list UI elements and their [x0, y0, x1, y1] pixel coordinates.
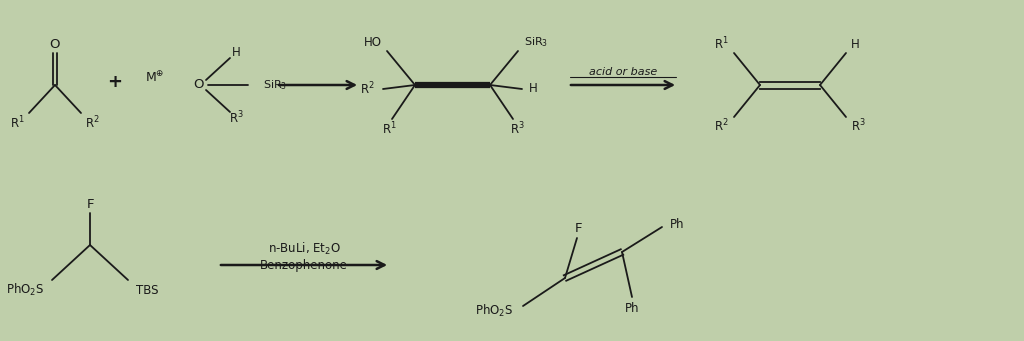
Text: R$^2$: R$^2$	[360, 81, 375, 97]
Text: R$^1$: R$^1$	[382, 121, 396, 137]
Text: H: H	[851, 38, 860, 50]
Text: F: F	[86, 197, 94, 210]
Text: R$^3$: R$^3$	[851, 118, 866, 134]
Text: acid or base: acid or base	[589, 67, 657, 77]
Text: O: O	[50, 39, 60, 51]
Text: H: H	[529, 83, 538, 95]
Text: R$^2$: R$^2$	[85, 115, 99, 131]
Text: TBS: TBS	[136, 283, 159, 297]
Text: SiR$_3$: SiR$_3$	[524, 35, 548, 49]
Text: O: O	[193, 78, 203, 91]
Text: +: +	[108, 73, 123, 91]
Text: PhO$_2$S: PhO$_2$S	[475, 303, 513, 319]
Text: Ph: Ph	[670, 218, 684, 231]
Text: R$^1$: R$^1$	[714, 36, 729, 52]
Text: F: F	[574, 222, 582, 235]
Text: Benzophenone: Benzophenone	[260, 260, 348, 272]
Text: PhO$_2$S: PhO$_2$S	[6, 282, 44, 298]
Text: Ph: Ph	[625, 301, 639, 314]
Text: R$^3$: R$^3$	[228, 110, 244, 126]
Text: HO: HO	[364, 35, 382, 48]
Text: M$^{⊕}$: M$^{⊕}$	[145, 70, 165, 85]
Text: SiR$_3$: SiR$_3$	[263, 78, 288, 92]
Text: R$^3$: R$^3$	[510, 121, 524, 137]
Text: n-BuLi, Et$_2$O: n-BuLi, Et$_2$O	[267, 241, 340, 257]
Text: H: H	[231, 45, 241, 59]
Text: R$^2$: R$^2$	[715, 118, 729, 134]
Text: R$^1$: R$^1$	[10, 115, 25, 131]
